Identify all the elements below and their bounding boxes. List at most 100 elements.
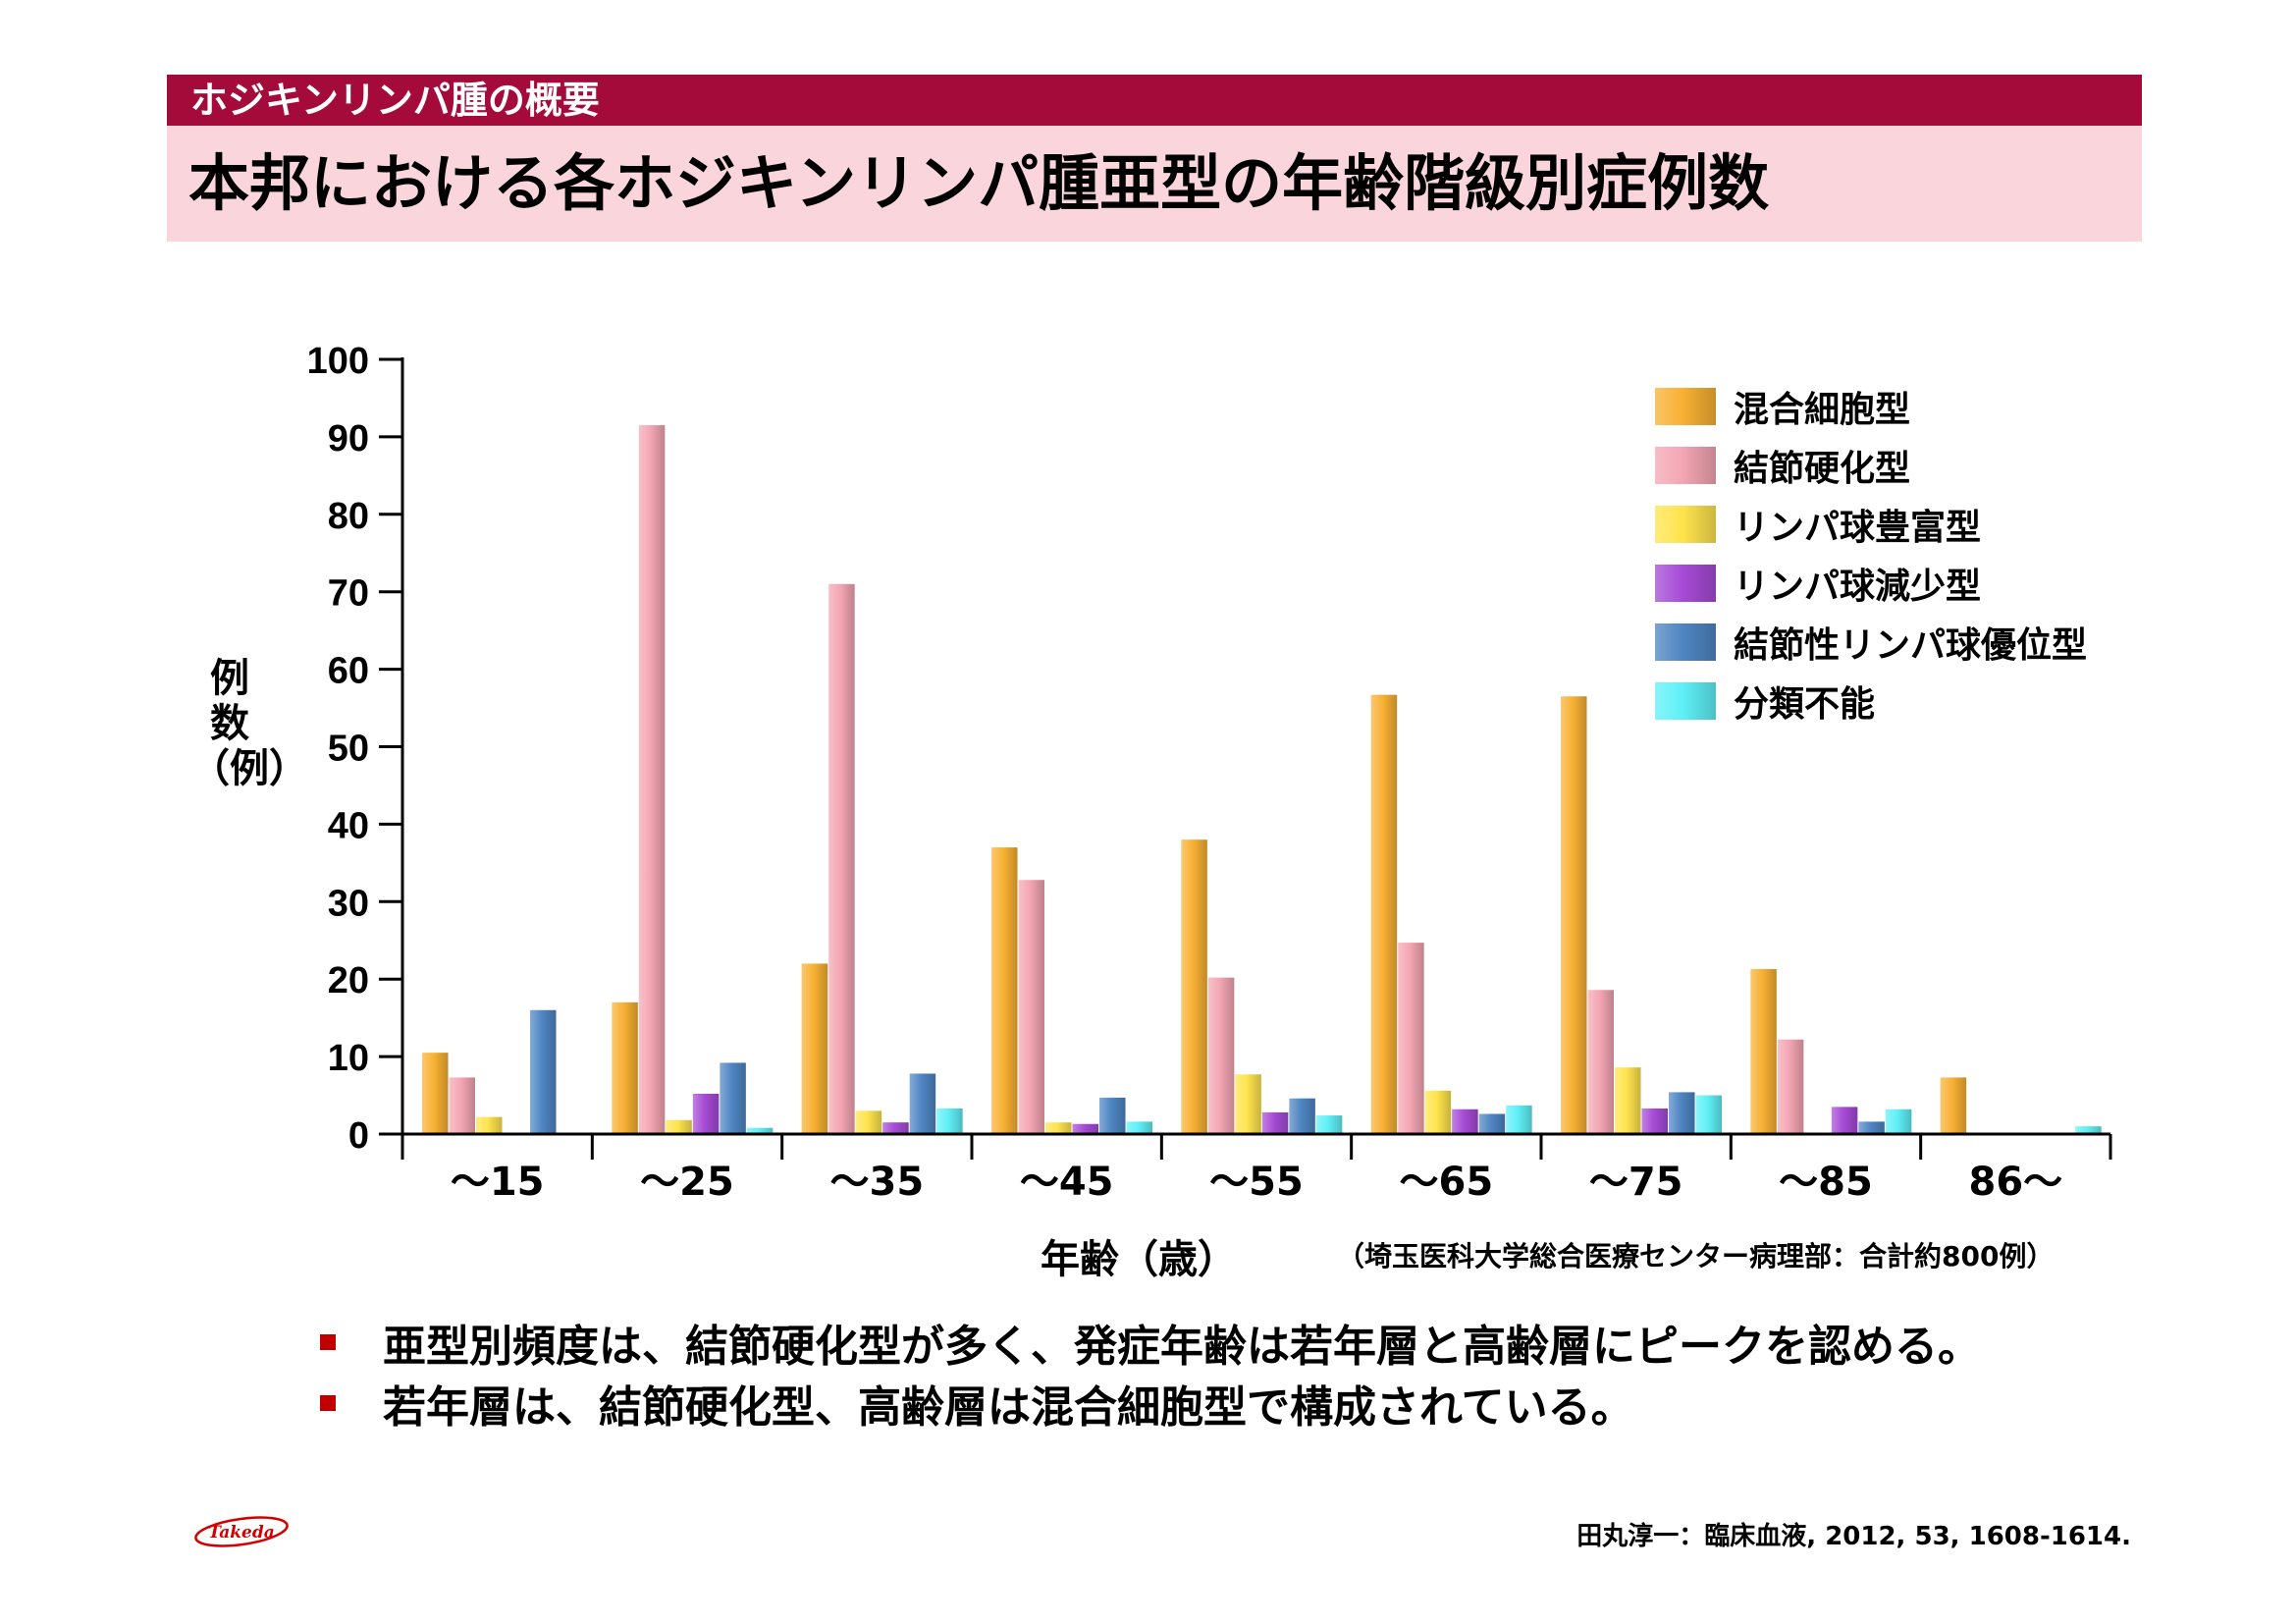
legend-swatch	[1655, 388, 1716, 425]
bar	[1831, 1107, 1858, 1134]
x-axis-label: 年齢（歳）	[1041, 1237, 1237, 1282]
x-tick-label: ～25	[640, 1160, 734, 1205]
legend-label: リンパ球減少型	[1734, 567, 1982, 607]
bar	[1370, 694, 1398, 1134]
y-axis-label-line: （例）	[190, 746, 308, 791]
bar	[1669, 1092, 1695, 1134]
legend-swatch	[1655, 447, 1716, 484]
legend-label: 混合細胞型	[1734, 390, 1911, 430]
legend-item: リンパ球豊富型	[1655, 495, 2087, 554]
takeda-logo-text: Takeda	[208, 1523, 275, 1543]
source-note: （埼玉医科大学総合医療センター病理部：合計約800例）	[1337, 1240, 2055, 1272]
bar	[1126, 1121, 1152, 1134]
bar	[692, 1093, 720, 1134]
bar	[1289, 1098, 1315, 1134]
legend-label: 結節性リンパ球優位型	[1734, 625, 2088, 666]
bar	[1940, 1077, 1967, 1134]
x-tick-label: 86～	[1968, 1160, 2062, 1205]
bar	[1398, 943, 1424, 1134]
x-tick-label: ～85	[1779, 1160, 1873, 1205]
y-tick-label: 80	[328, 496, 369, 537]
legend-item: 混合細胞型	[1655, 377, 2087, 436]
bar	[1478, 1113, 1506, 1134]
legend-swatch	[1655, 623, 1716, 661]
bar	[909, 1073, 936, 1134]
x-tick-label: ～75	[1589, 1160, 1683, 1205]
bar	[2075, 1126, 2102, 1134]
bar	[476, 1116, 503, 1134]
bar	[1615, 1067, 1641, 1134]
y-tick-label: 0	[348, 1115, 369, 1157]
bar	[746, 1127, 774, 1134]
section-header: ホジキンリンパ腫の概要	[167, 75, 2142, 126]
x-tick-label: ～35	[829, 1160, 924, 1205]
legend-item: 結節硬化型	[1655, 436, 2087, 495]
bar	[1695, 1095, 1722, 1134]
y-axis-label: 例 数 （例）	[190, 656, 308, 791]
x-tick-label: ～65	[1399, 1160, 1493, 1205]
bullet-text: 亜型別頻度は、結節硬化型が多く、発症年齢は若年層と高齢層にピークを認める。	[383, 1322, 1981, 1372]
bar	[422, 1053, 449, 1134]
bar	[1018, 880, 1044, 1134]
bar	[1587, 990, 1614, 1134]
bar	[1207, 977, 1235, 1134]
bar	[530, 1009, 557, 1134]
bar	[449, 1077, 475, 1134]
bar	[936, 1108, 963, 1134]
bar	[1424, 1090, 1452, 1134]
bar	[801, 963, 828, 1134]
slide-title: 本邦における各ホジキンリンパ腫亜型の年齢階級別症例数	[167, 126, 2142, 242]
y-axis-label-line: 例	[210, 656, 249, 701]
bar	[1235, 1074, 1261, 1134]
bullet-item: 亜型別頻度は、結節硬化型が多く、発症年齢は若年層と高齢層にピークを認める。	[316, 1312, 1981, 1373]
y-tick-label: 90	[328, 418, 369, 460]
bar	[1750, 968, 1777, 1134]
bar	[638, 425, 666, 1134]
y-tick-label: 40	[328, 805, 369, 846]
bar	[1072, 1123, 1098, 1134]
takeda-logo: Takeda	[192, 1510, 291, 1557]
legend-swatch	[1655, 682, 1716, 720]
takeda-logo-mark: Takeda	[194, 1516, 289, 1547]
y-tick-label: 60	[328, 651, 369, 692]
bar	[1315, 1115, 1343, 1134]
legend-label: 結節硬化型	[1734, 449, 1911, 489]
bar	[1452, 1109, 1478, 1134]
y-tick-label: 50	[328, 729, 369, 770]
y-tick-label: 10	[328, 1038, 369, 1079]
bar	[666, 1119, 692, 1134]
x-tick-label: ～15	[451, 1160, 545, 1205]
bar	[1561, 696, 1587, 1134]
bar	[1045, 1122, 1072, 1134]
legend-swatch	[1655, 565, 1716, 602]
y-tick-label: 100	[307, 341, 369, 382]
bullet-list: 亜型別頻度は、結節硬化型が多く、発症年齢は若年層と高齢層にピークを認める。 若年…	[316, 1312, 1981, 1434]
bar	[1099, 1097, 1126, 1134]
legend-label: 分類不能	[1734, 684, 1876, 725]
x-tick-label: ～55	[1209, 1160, 1304, 1205]
bar	[1641, 1108, 1668, 1134]
y-tick-label: 20	[328, 960, 369, 1001]
bullet-marker	[320, 1395, 336, 1411]
bar	[1261, 1111, 1289, 1134]
bar	[1181, 839, 1207, 1134]
legend-item: リンパ球減少型	[1655, 554, 2087, 613]
bar	[720, 1062, 746, 1134]
bullet-item: 若年層は、結節硬化型、高齢層は混合細胞型で構成されている。	[316, 1373, 1981, 1434]
legend-item: 分類不能	[1655, 672, 2087, 731]
legend-item: 結節性リンパ球優位型	[1655, 613, 2087, 672]
y-tick-label: 70	[328, 573, 369, 615]
bullet-text: 若年層は、結節硬化型、高齢層は混合細胞型で構成されている。	[383, 1382, 1634, 1433]
bar	[612, 1001, 638, 1134]
bar	[1885, 1109, 1912, 1134]
y-tick-label: 30	[328, 883, 369, 924]
bar	[991, 847, 1018, 1134]
legend-swatch	[1655, 506, 1716, 543]
chart-legend: 混合細胞型 結節硬化型 リンパ球豊富型 リンパ球減少型 結節性リンパ球優位型 分…	[1655, 377, 2087, 731]
bar	[828, 583, 855, 1134]
legend-label: リンパ球豊富型	[1734, 508, 1982, 548]
bar	[1777, 1039, 1804, 1134]
bar	[882, 1122, 909, 1134]
bar	[855, 1110, 882, 1134]
